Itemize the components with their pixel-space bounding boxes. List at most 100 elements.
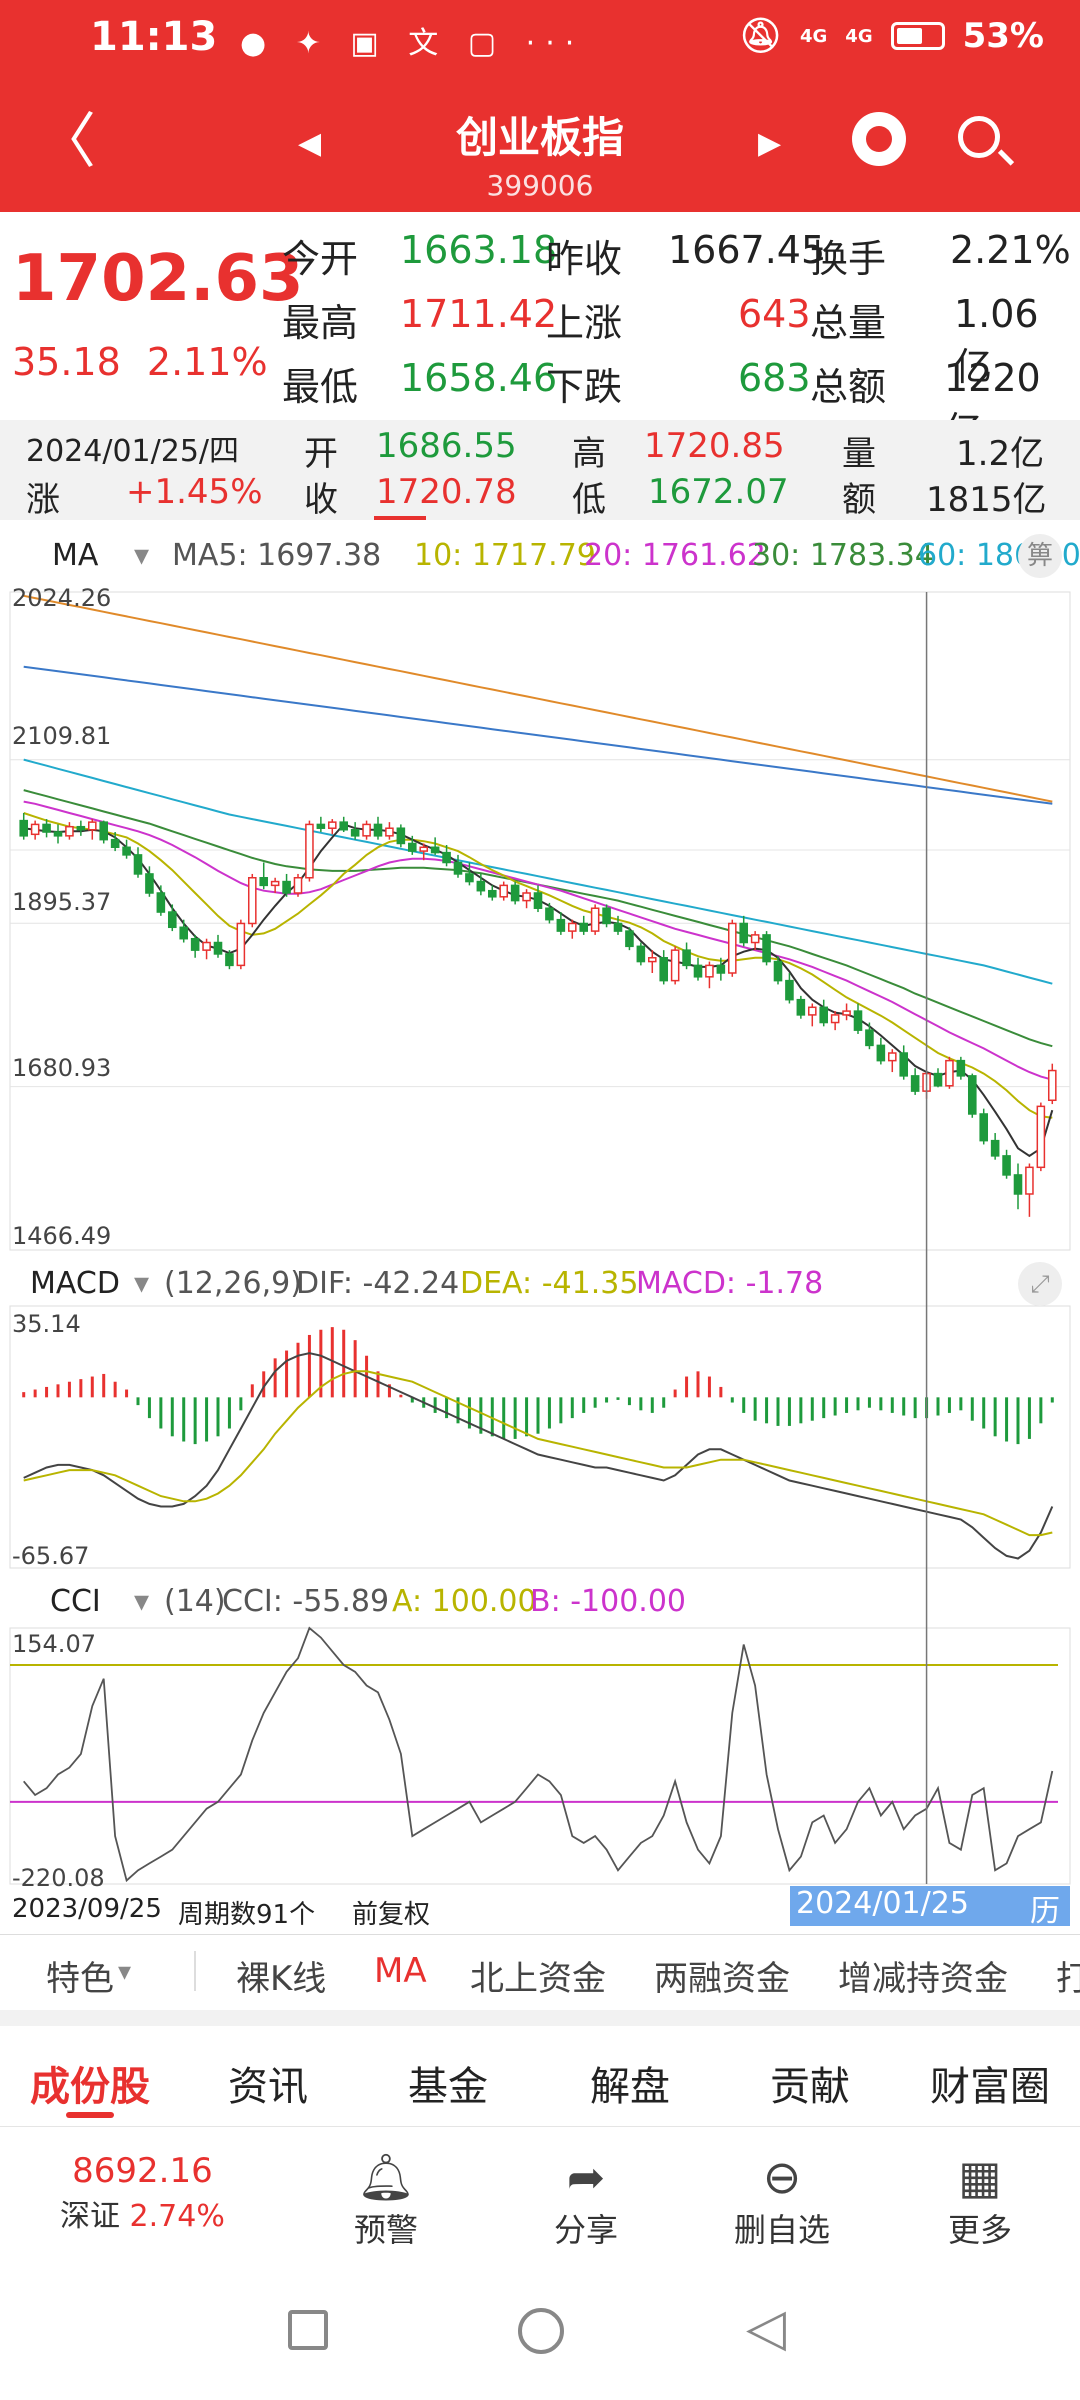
- ma-selector[interactable]: MA: [52, 538, 99, 573]
- back-nav-icon[interactable]: ◁: [746, 2298, 786, 2358]
- tab-funds[interactable]: 基金: [408, 2064, 488, 2110]
- value-volume: 1.06亿: [954, 292, 1039, 389]
- remove-watchlist-button[interactable]: ⊖ 删自选: [702, 2149, 862, 2251]
- search-icon[interactable]: [958, 116, 1000, 158]
- open-label: 开: [304, 434, 338, 474]
- tab-featured[interactable]: 特色: [46, 1959, 114, 1999]
- ma5-line: [23, 823, 1054, 1158]
- candle-body: [99, 821, 109, 841]
- tab-news[interactable]: 资讯: [228, 2064, 308, 2110]
- candle-body: [545, 907, 554, 921]
- label-high: 最高: [282, 301, 359, 345]
- candle-body: [1025, 1166, 1034, 1195]
- candle-body: [625, 930, 634, 948]
- ma-legend: MA ▾ MA5: 1697.38 10: 1717.79 20: 1761.6…: [0, 534, 1080, 578]
- candle-body: [613, 922, 623, 932]
- start-date: 2023/09/25: [12, 1894, 162, 1924]
- candle-body: [830, 1014, 840, 1024]
- tab-margin[interactable]: 两融资金: [654, 1959, 790, 1999]
- selected-day-info: 2024/01/25/四 涨 +1.45% 开 收 1686.55 1720.7…: [0, 420, 1080, 520]
- ma30-value: 30: 1783.34: [752, 538, 934, 573]
- change-value: 35.18: [12, 340, 121, 384]
- candle-body: [945, 1059, 954, 1087]
- candle-body: [385, 827, 394, 837]
- tab-constituents[interactable]: 成份股: [30, 2064, 150, 2110]
- candle-body: [785, 979, 794, 1001]
- chevron-down-icon[interactable]: ▾: [134, 538, 150, 573]
- candle-body: [762, 934, 771, 963]
- tab-naked-k[interactable]: 裸K线: [236, 1959, 327, 1999]
- tab-more[interactable]: 打: [1056, 1959, 1080, 1999]
- tab-holding-change[interactable]: 增减持资金: [838, 1959, 1008, 1999]
- cci-panel: [9, 1626, 1071, 1885]
- value-low: 1658.46: [400, 356, 558, 400]
- alert-button[interactable]: 🔔︎ 预警: [306, 2149, 466, 2251]
- index-value: 8692.16: [72, 2151, 213, 2191]
- candle-body: [270, 880, 280, 887]
- expand-icon[interactable]: ⤢: [1018, 1262, 1062, 1306]
- tab-analysis[interactable]: 解盘: [590, 2064, 670, 2110]
- candle-body: [842, 1010, 851, 1016]
- candle-body: [396, 827, 406, 845]
- recents-icon[interactable]: [288, 2310, 328, 2350]
- remove-watchlist-label: 删自选: [733, 2211, 830, 2249]
- candle-body: [213, 941, 223, 955]
- candle-body: [773, 960, 783, 982]
- more-button[interactable]: ▦ 更多: [900, 2149, 1060, 2251]
- candle-body: [247, 877, 257, 925]
- vol-label: 量: [842, 434, 876, 474]
- assistant-icon[interactable]: [852, 112, 906, 166]
- tab-ma[interactable]: MA: [374, 1951, 427, 1991]
- tab-wealth-circle[interactable]: 财富圈: [930, 2064, 1050, 2110]
- share-button[interactable]: ➦ 分享: [506, 2149, 666, 2251]
- calculator-icon[interactable]: 箅: [1018, 534, 1062, 578]
- candle-body: [430, 846, 440, 854]
- tab-contribution[interactable]: 贡献: [770, 2064, 850, 2110]
- status-bar: 11:13 ● ✦ ▣ 文 ▢ ··· 🔕︎ 4G 4G 53%: [0, 0, 1080, 80]
- candle-body: [1036, 1105, 1046, 1169]
- candle-body: [933, 1072, 943, 1087]
- ma20-value: 20: 1761.62: [584, 538, 766, 573]
- candle-body: [533, 892, 543, 909]
- chart-grid: [9, 591, 1071, 1251]
- quote-row: 今开 1663.18 昨收 1667.45 换手 2.21%: [282, 228, 1072, 292]
- cursor-date: 2024/01/25: [796, 1886, 969, 1921]
- chevron-down-icon[interactable]: ▾: [134, 1584, 150, 1619]
- tab-northbound[interactable]: 北上资金: [470, 1959, 606, 1999]
- kline-chart[interactable]: [0, 578, 1080, 1888]
- back-icon[interactable]: 〈: [36, 107, 96, 177]
- cci-selector[interactable]: CCI: [50, 1584, 101, 1619]
- macd-selector[interactable]: MACD: [30, 1266, 120, 1301]
- candle-body: [65, 825, 74, 837]
- cci-b-value: B: -100.00: [530, 1584, 687, 1619]
- ma30-line: [23, 789, 1053, 1048]
- chevron-down-icon[interactable]: ▾: [134, 1266, 150, 1301]
- adjust-mode[interactable]: 前复权: [352, 1900, 431, 1930]
- candle-body: [87, 821, 97, 831]
- candle-body: [362, 823, 371, 837]
- candle-body: [487, 889, 497, 898]
- amt-label: 额: [842, 480, 876, 520]
- status-right: 🔕︎ 4G 4G 53%: [739, 16, 1044, 56]
- axis-label: 154.07: [12, 1630, 96, 1658]
- value-turnover: 2.21%: [950, 228, 1071, 272]
- page-title: 创业板指: [455, 113, 624, 162]
- candle-body: [42, 823, 51, 833]
- candle-body: [190, 937, 200, 951]
- candle-body: [682, 949, 691, 967]
- home-icon[interactable]: [518, 2308, 564, 2354]
- prev-stock-icon[interactable]: ◀: [298, 126, 322, 161]
- candles: [19, 812, 1057, 1217]
- index-ticker[interactable]: 8692.16 深证 2.74%: [60, 2151, 225, 2235]
- candle-body: [53, 831, 63, 837]
- mute-icon: 🔕︎: [738, 16, 782, 56]
- chevron-down-icon[interactable]: ▾: [118, 1957, 132, 1987]
- alert-label: 预警: [353, 2211, 418, 2249]
- axis-label: -220.08: [12, 1864, 105, 1892]
- close-label: 收: [304, 480, 338, 520]
- candle-body: [750, 934, 760, 944]
- candle-body: [739, 922, 749, 944]
- candle-body: [30, 823, 40, 836]
- next-stock-icon[interactable]: ▶: [758, 126, 782, 161]
- candle-body: [305, 823, 314, 879]
